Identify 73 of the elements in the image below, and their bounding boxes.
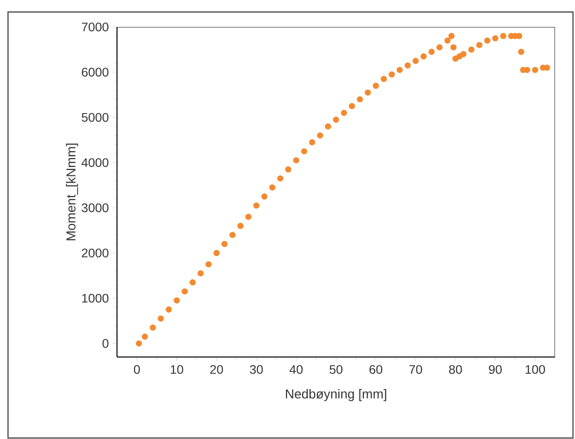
x-axis-title: Nedbøyning [mm] <box>286 389 386 402</box>
point <box>412 58 419 64</box>
x-tick-label: 80 <box>449 365 462 374</box>
point <box>340 110 348 116</box>
point <box>174 297 180 304</box>
point <box>285 166 292 172</box>
point <box>448 32 455 40</box>
x-tick-label: 0 <box>134 365 140 374</box>
point <box>166 306 172 313</box>
point <box>277 175 284 182</box>
point <box>182 288 188 295</box>
y-tick-label: 1000 <box>82 294 108 303</box>
y-tick-label: 3000 <box>82 203 108 212</box>
point <box>198 270 204 276</box>
x-tick-label: 40 <box>290 365 303 374</box>
point <box>372 82 379 89</box>
x-tick-label: 20 <box>210 365 223 374</box>
point <box>190 279 196 286</box>
point <box>213 250 220 256</box>
x-tick-label: 90 <box>488 365 502 374</box>
x-tick-label: 100 <box>526 365 545 374</box>
point <box>364 89 371 96</box>
point <box>476 42 482 48</box>
point <box>142 334 148 340</box>
point <box>309 139 316 146</box>
x-tick-label: 70 <box>409 365 422 374</box>
x-tick-label: 10 <box>170 365 184 374</box>
point <box>492 35 498 42</box>
point <box>293 157 300 164</box>
y-tick-label: 4000 <box>82 158 108 168</box>
point <box>245 214 252 220</box>
point <box>450 44 457 50</box>
point <box>484 37 490 44</box>
point <box>396 66 403 74</box>
x-tick-label: 30 <box>250 365 263 374</box>
y-tick-label: 5000 <box>82 113 108 122</box>
point <box>332 116 340 123</box>
y-tick-label: 6000 <box>82 68 108 77</box>
y-tick-label: 0 <box>102 339 108 348</box>
point <box>468 46 474 53</box>
point <box>348 103 356 110</box>
x-tick-label: 50 <box>330 365 342 374</box>
point <box>136 340 142 347</box>
y-tick-label: 2000 <box>82 248 108 258</box>
x-tick-label: 60 <box>370 365 382 374</box>
point <box>221 240 228 248</box>
point <box>420 53 427 60</box>
point <box>404 62 411 69</box>
point <box>316 132 324 139</box>
point <box>516 32 522 40</box>
y-axis-title: Moment_[kNmm] <box>66 144 78 240</box>
point <box>269 184 276 191</box>
point <box>301 148 308 154</box>
point <box>158 315 164 322</box>
point <box>261 193 268 200</box>
point <box>460 51 467 58</box>
point <box>253 202 260 209</box>
point <box>205 261 212 268</box>
point <box>532 66 538 74</box>
y-tick-label: 7000 <box>82 22 108 32</box>
point <box>229 232 236 238</box>
point <box>500 32 506 40</box>
point <box>524 66 530 74</box>
point <box>324 123 332 130</box>
point <box>380 76 387 82</box>
point <box>518 48 524 55</box>
point <box>150 324 156 331</box>
point <box>428 48 435 55</box>
point <box>237 222 244 229</box>
point <box>388 71 395 78</box>
point <box>356 96 363 102</box>
point <box>436 44 443 50</box>
point <box>444 37 451 44</box>
